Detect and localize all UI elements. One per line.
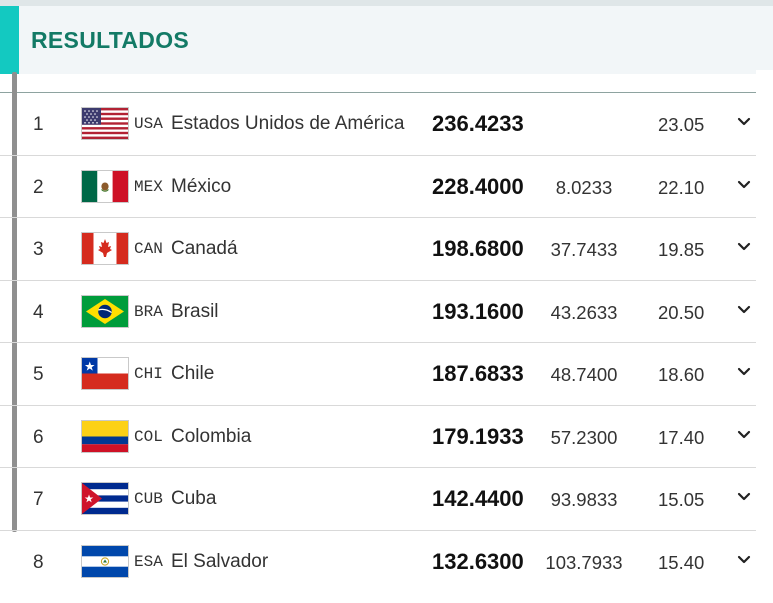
rank: 6 (33, 426, 44, 448)
total-score: 132.6300 (432, 548, 524, 574)
chevron-down-icon[interactable] (737, 242, 751, 252)
colombia-flag (82, 420, 128, 452)
country-name: El Salvador (171, 550, 269, 572)
chevron-down-icon[interactable] (737, 180, 751, 190)
total-score: 198.6800 (432, 236, 524, 261)
table-row[interactable]: 1 USA Estados (0, 93, 756, 156)
total-score: 193.1600 (432, 298, 524, 324)
total-score: 179.1933 (432, 423, 524, 449)
table-row[interactable]: 5 CHI Chile 187.6833 48.7400 18.60 (0, 343, 756, 406)
chevron-down-icon[interactable] (737, 555, 751, 565)
table-row[interactable]: 2 MEX México 228.4000 8.0233 22.10 (0, 156, 756, 218)
event-score: 15.40 (658, 551, 705, 573)
country-code: CUB (134, 490, 163, 508)
total-score: 236.4233 (432, 111, 524, 136)
country-name: Estados Unidos de América (171, 113, 405, 134)
rank: 7 (33, 489, 44, 510)
el-salvador-flag (82, 545, 128, 577)
table-row[interactable]: 4 BRA Brasil 193.1600 43.2633 20.50 (0, 281, 756, 343)
country-name: Cuba (171, 488, 217, 509)
chevron-down-icon[interactable] (737, 367, 751, 377)
score-difference: 103.7933 (545, 551, 623, 573)
country-code: BRA (134, 302, 163, 321)
event-score: 23.05 (658, 114, 705, 135)
score-difference: 37.7433 (550, 239, 618, 260)
country-code: MEX (134, 177, 163, 196)
event-score: 20.50 (658, 301, 705, 323)
rank: 8 (33, 551, 44, 573)
cuba-flag (82, 483, 128, 514)
rank: 1 (33, 114, 44, 135)
score-difference: 93.9833 (550, 489, 618, 510)
event-score: 19.85 (658, 239, 705, 260)
country-code: ESA (134, 552, 163, 571)
chile-flag (82, 358, 128, 389)
rank: 4 (33, 301, 44, 323)
scrollbar-track[interactable] (756, 70, 773, 603)
page-title: RESULTADOS (31, 27, 190, 53)
event-score: 15.05 (658, 489, 705, 510)
brazil-flag (82, 295, 128, 327)
country-name: Canadá (171, 238, 238, 259)
results-table: 1 USA Estados (0, 93, 756, 593)
chevron-down-icon[interactable] (737, 430, 751, 440)
event-score: 17.40 (658, 426, 705, 448)
event-score: 18.60 (658, 364, 705, 385)
country-name: Chile (171, 363, 215, 384)
chevron-down-icon[interactable] (737, 305, 751, 315)
chevron-down-icon[interactable] (737, 117, 751, 127)
scrollbar-thumb[interactable] (12, 72, 17, 532)
event-score: 22.10 (658, 176, 705, 198)
country-code: CAN (134, 240, 163, 258)
table-row[interactable]: 7 CUB Cuba 142.4400 93.9833 15.05 (0, 468, 756, 531)
total-score: 142.4400 (432, 486, 524, 511)
country-code: USA (134, 115, 163, 133)
table-row[interactable]: 6 COL Colombia 179.1933 57.2300 17.40 (0, 406, 756, 468)
header-divider (0, 92, 757, 93)
rank: 5 (33, 364, 44, 385)
rank: 3 (33, 239, 44, 260)
country-name: Colombia (171, 425, 252, 447)
score-difference: 43.2633 (550, 301, 618, 323)
top-border (0, 0, 773, 6)
score-difference: 57.2300 (550, 426, 618, 448)
header-accent-bar (0, 6, 19, 74)
usa-flag (82, 108, 128, 139)
country-name: México (171, 175, 232, 197)
score-difference: 8.0233 (555, 176, 613, 198)
score-difference: 48.7400 (550, 364, 618, 385)
results-header: RESULTADOS (0, 6, 773, 74)
total-score: 228.4000 (432, 173, 524, 199)
chevron-down-icon[interactable] (737, 492, 751, 502)
country-code: COL (134, 427, 163, 446)
mexico-flag (82, 170, 128, 202)
canada-flag (82, 233, 128, 264)
rank: 2 (33, 176, 44, 198)
table-row[interactable]: 8 ESA El Salvador 132.6300 103.7933 15.4… (0, 531, 756, 594)
total-score: 187.6833 (432, 361, 524, 386)
country-name: Brasil (171, 300, 219, 322)
country-code: CHI (134, 365, 163, 383)
table-row[interactable]: 3 CAN Canadá 198.6800 37.7433 19.85 (0, 218, 756, 281)
